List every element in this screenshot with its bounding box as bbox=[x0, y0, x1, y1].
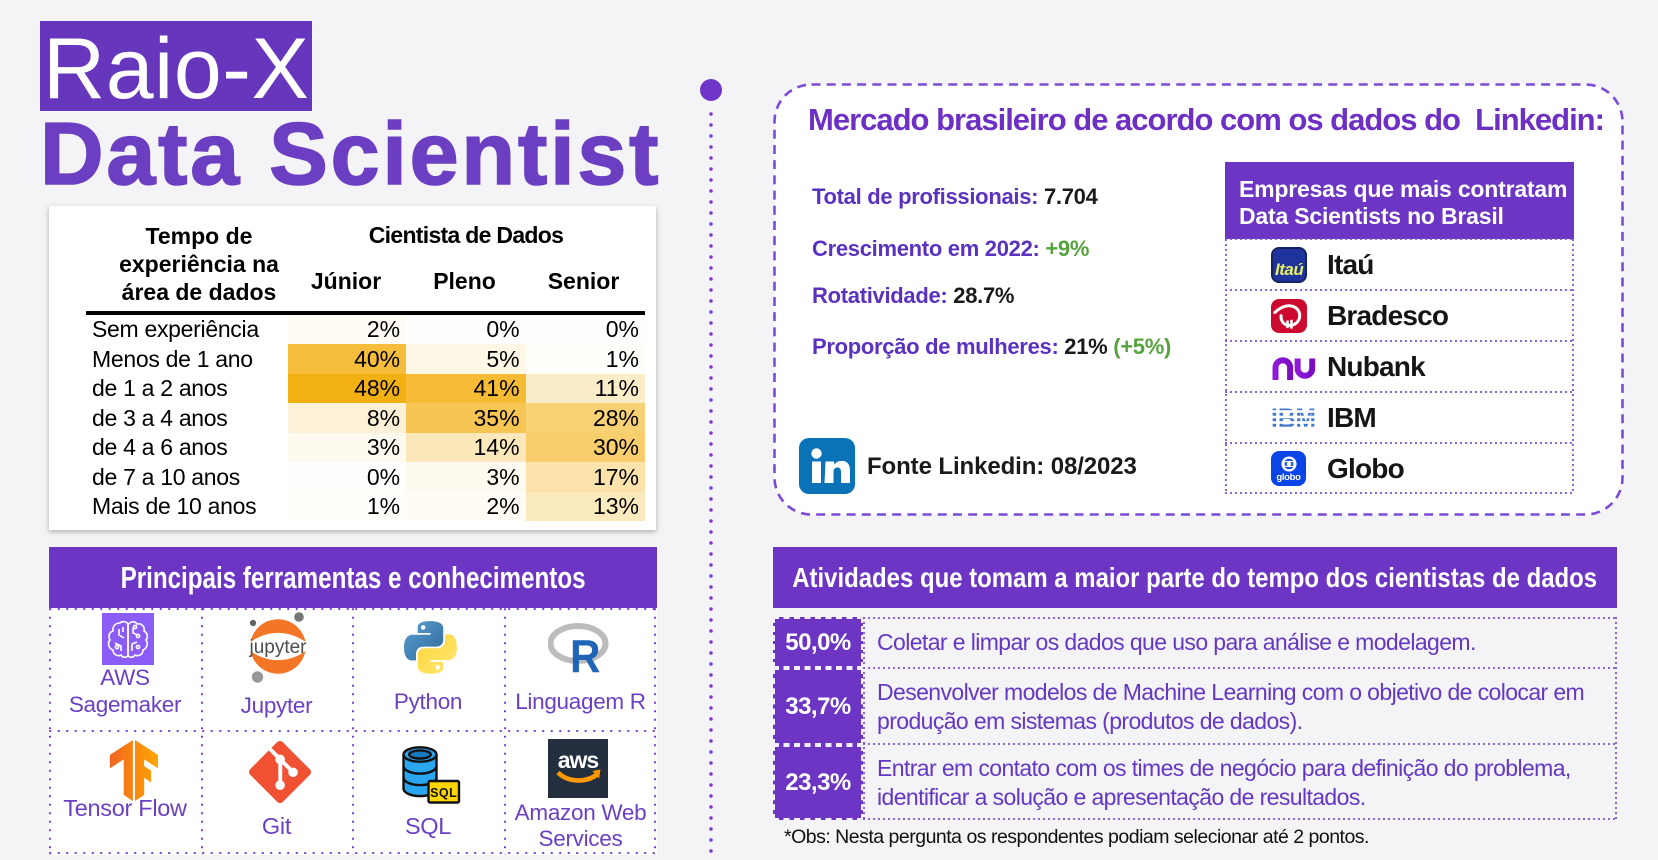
svg-text:aws: aws bbox=[558, 747, 599, 773]
svg-text:R: R bbox=[570, 631, 601, 680]
svg-text:SQL: SQL bbox=[430, 786, 457, 800]
svg-text:globo: globo bbox=[1276, 472, 1301, 483]
svg-text:jupyter: jupyter bbox=[248, 637, 307, 658]
